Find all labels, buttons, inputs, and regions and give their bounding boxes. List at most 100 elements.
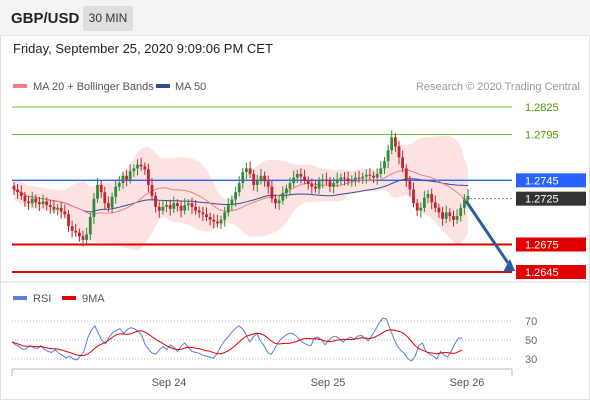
candle-body — [335, 179, 339, 184]
header-bar: GBP/USD 30 MIN — [0, 0, 590, 36]
candle-body — [226, 205, 230, 213]
candle-body — [444, 212, 448, 219]
candle-body — [281, 193, 285, 201]
candle-body — [306, 180, 310, 184]
candle-body — [310, 184, 314, 187]
candle-body — [81, 236, 85, 240]
candle-body — [99, 184, 103, 193]
support-price-box — [516, 237, 586, 252]
legend-rsi-swatch — [13, 296, 27, 300]
candle-body — [19, 192, 23, 196]
candle-body — [412, 189, 415, 204]
pivot-price-box — [516, 173, 586, 188]
rsi-tick-label: 30 — [525, 354, 537, 366]
legend-9ma-swatch — [62, 296, 76, 300]
candle-body — [41, 201, 45, 205]
candle-body — [234, 192, 237, 200]
candle-body — [92, 198, 96, 217]
candle-body — [74, 230, 78, 233]
candle-body — [386, 150, 390, 162]
candle-body — [150, 184, 154, 196]
candle-body — [459, 207, 463, 217]
pivot-price-label: 1.2745 — [525, 175, 559, 187]
candle-body — [216, 221, 219, 224]
x-tick-label: Sep 26 — [450, 377, 485, 389]
symbol-label: GBP/USD — [11, 10, 80, 27]
candle-body — [110, 196, 114, 208]
candle-body — [223, 212, 227, 220]
candle-body — [157, 206, 161, 211]
candle-body — [183, 205, 187, 211]
x-tick-label: Sep 25 — [311, 377, 346, 389]
candle-body — [441, 212, 444, 219]
candle-body — [78, 232, 81, 237]
candle-body — [48, 205, 52, 207]
candle-body — [375, 173, 379, 178]
candle-body — [357, 177, 361, 179]
candle-body — [270, 186, 274, 199]
candle-body — [437, 207, 441, 213]
resistance-price-label: 1.2825 — [525, 102, 559, 114]
candle-body — [197, 210, 201, 213]
candle-body — [59, 207, 63, 212]
candle-body — [172, 203, 176, 209]
candle-body — [314, 186, 317, 189]
candle-body — [117, 183, 121, 187]
candle-body — [67, 214, 70, 227]
ma50-line — [13, 178, 469, 213]
candle-body — [219, 219, 223, 224]
candle-body — [161, 206, 165, 211]
candle-body — [176, 203, 179, 206]
candle-body — [114, 186, 118, 197]
candle-body — [237, 183, 241, 193]
candle-body — [248, 168, 252, 174]
rsi-line — [11, 317, 462, 362]
rsi-tick-label: 50 — [525, 335, 537, 347]
candle-body — [121, 175, 125, 184]
candle-body — [430, 194, 434, 203]
candle-body — [361, 176, 365, 179]
candle-body — [354, 177, 357, 180]
candle-body — [96, 184, 99, 199]
candle-body — [277, 200, 281, 204]
candle-body — [339, 177, 343, 180]
candle-body — [288, 183, 292, 189]
candle-body — [292, 177, 296, 184]
legend-rsi-label: RSI — [33, 293, 51, 305]
candle-body — [56, 207, 59, 210]
candle-body — [52, 206, 56, 210]
candle-body — [38, 202, 41, 205]
x-tick-label: Sep 24 — [152, 377, 187, 389]
candle-body — [154, 195, 157, 207]
legend-ma20-swatch — [13, 84, 27, 88]
candle-body — [325, 179, 328, 182]
candle-body — [255, 180, 259, 185]
forecast-arrow-shaft — [464, 200, 510, 264]
candle-body — [128, 171, 132, 180]
candle-body — [186, 203, 190, 205]
candle-body — [433, 202, 437, 208]
candle-body — [194, 206, 197, 211]
candle-body — [70, 226, 74, 231]
candle-body — [179, 206, 183, 211]
candle-body — [266, 181, 270, 187]
candle-body — [466, 195, 470, 200]
candle-body — [263, 175, 266, 182]
candle-body — [274, 198, 277, 204]
candle-body — [85, 234, 88, 240]
candle-body — [190, 203, 194, 207]
candle-body — [368, 174, 372, 176]
candle-body — [397, 146, 401, 158]
candle-body — [463, 199, 466, 208]
legend-ma20-label: MA 20 + Bollinger Bands — [33, 81, 154, 93]
timeframe-button[interactable]: 30 MIN — [83, 6, 133, 31]
candle-body — [27, 201, 30, 204]
rsi-ma-line — [11, 329, 463, 357]
candle-body — [423, 197, 426, 208]
candle-body — [107, 203, 110, 208]
candle-body — [201, 212, 205, 215]
candle-body — [16, 189, 19, 193]
candle-body — [426, 194, 430, 198]
candle-body — [328, 181, 332, 187]
